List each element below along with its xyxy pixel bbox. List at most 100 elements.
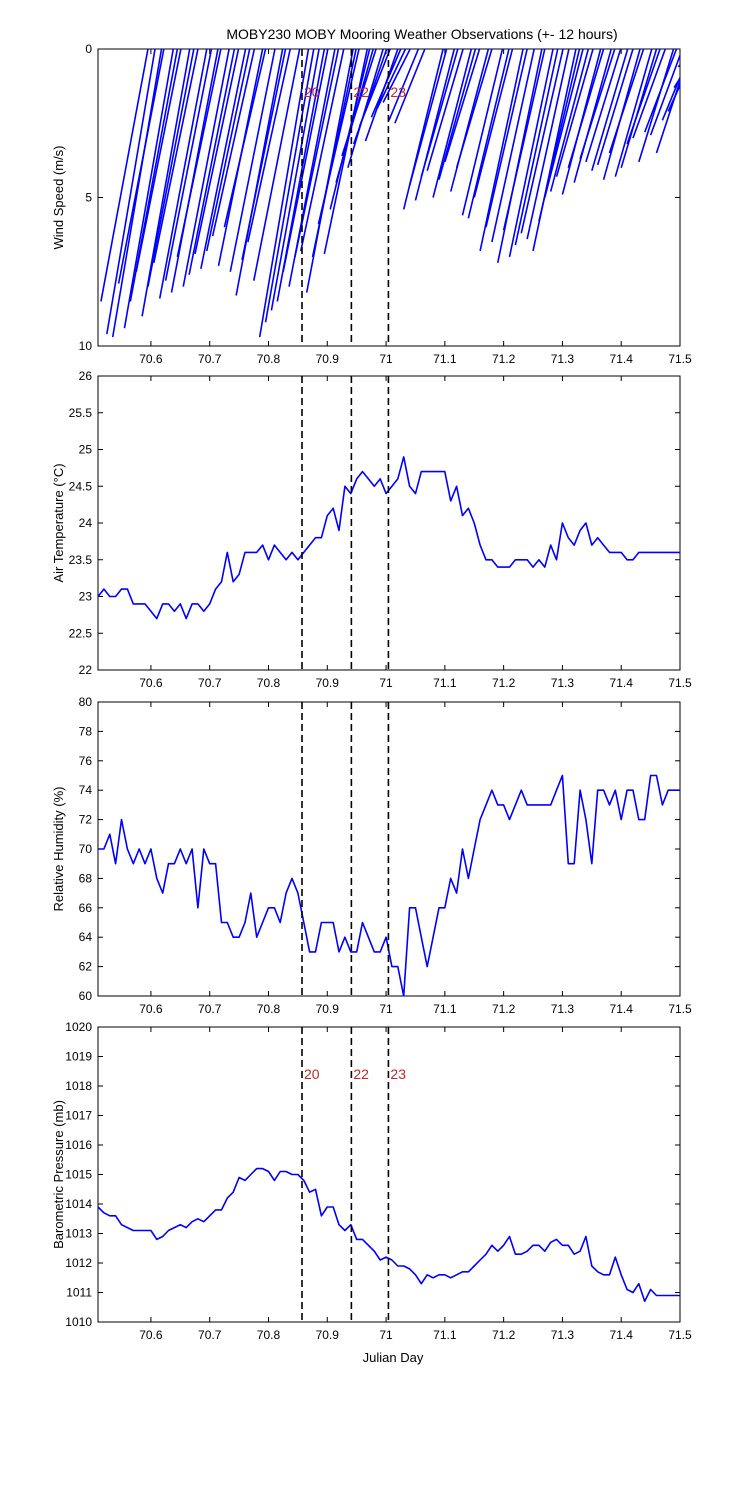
wind-stick [247,49,292,243]
y-tick-label: 23.5 [69,553,93,567]
event-marker-label: 22 [353,1066,369,1082]
wind-stick [211,49,256,237]
x-tick-label: 71.4 [610,676,634,690]
x-tick-label: 71.5 [668,676,692,690]
wind-stick [182,49,230,287]
wind-stick [158,49,208,299]
x-tick-label: 71.3 [551,1328,575,1342]
wind-stick [264,49,315,323]
x-tick-label: 71.4 [610,1328,634,1342]
chart-panels: 70.6 70.7 70.8 70.9 71 71.1 71.2 71.3 71.4 71.5 0 5… [51,42,692,1342]
x-tick-label: 70.7 [198,1002,222,1016]
wind-stick [270,49,320,311]
wind-stick [111,49,163,338]
wind-stick [414,49,456,201]
wind-stick [473,49,514,198]
wind-stick [438,49,477,180]
wind-stick [323,49,369,255]
y-tick-label: 1012 [65,1256,92,1270]
y-tick-label: 24.5 [69,479,93,493]
y-tick-label: 25 [79,443,93,457]
x-tick-label: 71.2 [492,676,516,690]
wind-stick [352,49,388,145]
wind-stick [491,49,535,243]
x-tick-label: 70.7 [198,1328,222,1342]
plot-area [98,774,680,996]
x-tick-label: 71 [379,1328,393,1342]
y-tick-label: 66 [79,901,93,915]
wind-stick [388,49,420,121]
wind-stick [358,49,391,127]
wind-stick [147,49,195,287]
x-tick-label: 71.3 [551,352,575,366]
y-tick-label: 10 [79,339,93,353]
wind-stick [176,49,222,258]
wind-stick [638,49,675,163]
wind-stick [479,49,524,252]
wind-stick [164,49,213,281]
x-tick-label: 70.9 [316,1002,340,1016]
panel-0: 70.6 70.7 70.8 70.9 71 71.1 71.2 71.3 71.4 71.5 0 5… [51,42,692,366]
x-tick-label: 70.6 [139,352,163,366]
x-tick-label: 70.8 [257,352,281,366]
wind-stick [123,49,175,329]
y-tick-label: 80 [79,695,93,709]
wind-stick [253,49,301,281]
wind-stick [205,49,251,252]
x-tick-label: 70.9 [316,352,340,366]
x-tick-label: 70.7 [198,676,222,690]
x-tick-label: 71 [379,352,393,366]
wind-stick [317,49,360,225]
x-tick-label: 71.4 [610,352,634,366]
wind-stick [626,49,661,145]
y-tick-label: 1010 [65,1315,92,1329]
event-marker-label: 20 [304,84,320,100]
x-tick-label: 70.8 [257,1328,281,1342]
event-marker-label: 22 [353,84,369,100]
wind-stick [632,49,667,139]
x-tick-label: 71.4 [610,1002,634,1016]
x-tick-label: 70.6 [139,1328,163,1342]
wind-stick [194,49,240,255]
wind-stick [526,49,570,240]
x-tick-label: 71.2 [492,1328,516,1342]
y-tick-label: 26 [79,369,93,383]
y-axis-label: Wind Speed (m/s) [51,145,66,249]
wind-stick [408,49,448,186]
y-tick-label: 1013 [65,1227,92,1241]
wind-stick [544,49,584,198]
wind-stick [370,49,402,118]
y-tick-label: 74 [79,783,93,797]
x-tick-label: 71.5 [668,1328,692,1342]
wind-stick [502,49,546,231]
x-tick-label: 71.1 [433,1328,457,1342]
wind-stick [300,49,345,252]
y-tick-label: 1014 [65,1197,92,1211]
wind-stick [514,49,559,246]
y-tick-label: 24 [79,516,93,530]
plot-area [100,49,680,338]
wind-stick [567,49,605,169]
wind-stick [188,49,236,275]
wind-stick [585,49,622,163]
wind-stick [455,49,493,169]
series-line [98,774,680,996]
figure-title: MOBY230 MOBY Mooring Weather Observation… [226,26,617,42]
wind-stick [241,49,287,261]
event-marker-label: 23 [390,1066,406,1082]
y-tick-label: 76 [79,754,93,768]
x-tick-label: 70.8 [257,676,281,690]
wind-stick [485,49,528,228]
y-tick-label: 1019 [65,1050,92,1064]
y-tick-label: 1016 [65,1138,92,1152]
y-tick-label: 78 [79,724,93,738]
wind-stick [573,49,612,183]
x-tick-label: 70.6 [139,1002,163,1016]
x-tick-label: 71 [379,676,393,690]
x-tick-label: 71.2 [492,352,516,366]
x-tick-label: 70.9 [316,1328,340,1342]
wind-stick [229,49,276,272]
wind-stick [135,49,182,272]
x-tick-label: 71.1 [433,676,457,690]
